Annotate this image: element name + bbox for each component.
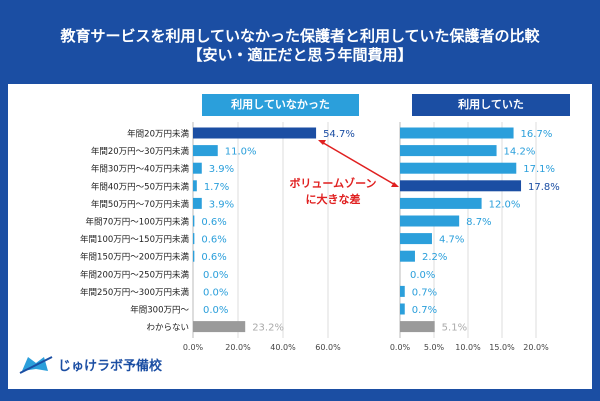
data-label: 16.7% <box>521 129 553 140</box>
x-tick-label: 40.0% <box>270 343 296 352</box>
category-label: 年間200万円〜250万円未満 <box>80 269 189 280</box>
x-tick-label: 60.0% <box>315 343 341 352</box>
left-chart-header: 利用していなかった <box>202 94 359 116</box>
bar <box>400 145 497 157</box>
x-tick-label: 0.0% <box>183 343 204 352</box>
bar <box>400 180 522 192</box>
data-label: 1.7% <box>204 182 229 193</box>
arrow-head-right <box>391 182 399 187</box>
bar <box>400 250 415 262</box>
data-label: 54.7% <box>323 129 355 140</box>
x-tick-label: 20.0% <box>523 343 549 352</box>
category-label: 年間70万円〜100万円未満 <box>85 217 189 228</box>
data-label: 11.0% <box>225 147 257 158</box>
data-label: 5.1% <box>442 323 467 334</box>
bar <box>193 197 202 209</box>
data-label: 0.6% <box>201 252 226 263</box>
bar <box>400 215 460 227</box>
data-label: 4.7% <box>439 235 464 246</box>
category-label: 年間300万円〜 <box>130 305 189 316</box>
bar <box>193 145 218 157</box>
bar <box>400 303 405 315</box>
category-label: わからない <box>146 323 189 333</box>
book-logo-icon <box>19 356 53 374</box>
category-label: 年間50万円〜70万円未満 <box>91 199 190 210</box>
data-label: 3.9% <box>209 164 234 175</box>
data-label: 0.0% <box>203 287 228 298</box>
bar <box>193 321 246 333</box>
chart-title: 教育サービスを利用していなかった保護者と利用していた保護者の比較 <box>60 27 540 45</box>
data-label: 0.7% <box>412 287 437 298</box>
x-tick-label: 10.0% <box>455 343 481 352</box>
annotation-line2: に大きな差 <box>306 192 361 206</box>
data-label: 8.7% <box>466 217 491 228</box>
category-label: 年間100万円〜150万円未満 <box>80 234 189 245</box>
arrow-head-left <box>318 140 326 145</box>
bar <box>193 162 202 174</box>
x-tick-label: 5.0% <box>424 343 445 352</box>
data-label: 3.9% <box>209 199 234 210</box>
data-label: 17.8% <box>528 182 560 193</box>
logo: じゅけラボ予備校 <box>18 353 162 375</box>
data-label: 0.0% <box>203 305 228 316</box>
x-tick-label: 15.0% <box>489 343 515 352</box>
bar <box>400 197 482 209</box>
right-chart-header: 利用していた <box>412 94 570 116</box>
data-label: 2.2% <box>422 252 447 263</box>
bar <box>193 233 195 245</box>
data-label: 17.1% <box>523 164 555 175</box>
data-label: 0.6% <box>201 217 226 228</box>
category-label: 年間20万円未満 <box>127 129 189 140</box>
data-label: 12.0% <box>489 199 521 210</box>
data-label: 23.2% <box>252 323 284 334</box>
annotation-arrow <box>319 140 398 187</box>
bar <box>193 215 195 227</box>
data-label: 14.2% <box>504 147 536 158</box>
data-label: 0.0% <box>410 270 435 281</box>
bar <box>193 180 197 192</box>
x-tick-label: 20.0% <box>225 343 251 352</box>
chart-subtitle: 【安い・適正だと思う年間費用】 <box>187 46 413 64</box>
bar <box>400 127 514 139</box>
bar <box>400 233 432 245</box>
annotation-line1: ボリュームゾーン <box>289 176 376 190</box>
data-label: 0.7% <box>412 305 437 316</box>
category-label: 年間150万円〜200万円未満 <box>80 252 189 263</box>
category-label: 年間40万円〜50万円未満 <box>91 181 190 192</box>
bar <box>400 321 435 333</box>
data-label: 0.0% <box>203 270 228 281</box>
category-label: 年間250万円〜300万円未満 <box>80 287 189 298</box>
bar <box>193 127 317 139</box>
bar <box>400 285 405 297</box>
x-tick-label: 0.0% <box>390 343 411 352</box>
bar <box>400 162 517 174</box>
category-label: 年間20万円〜30万円未満 <box>91 146 190 157</box>
bar <box>193 250 195 262</box>
data-label: 0.6% <box>201 235 226 246</box>
category-label: 年間30万円〜40万円未満 <box>91 164 190 175</box>
logo-text: じゅけラボ予備校 <box>58 358 163 374</box>
